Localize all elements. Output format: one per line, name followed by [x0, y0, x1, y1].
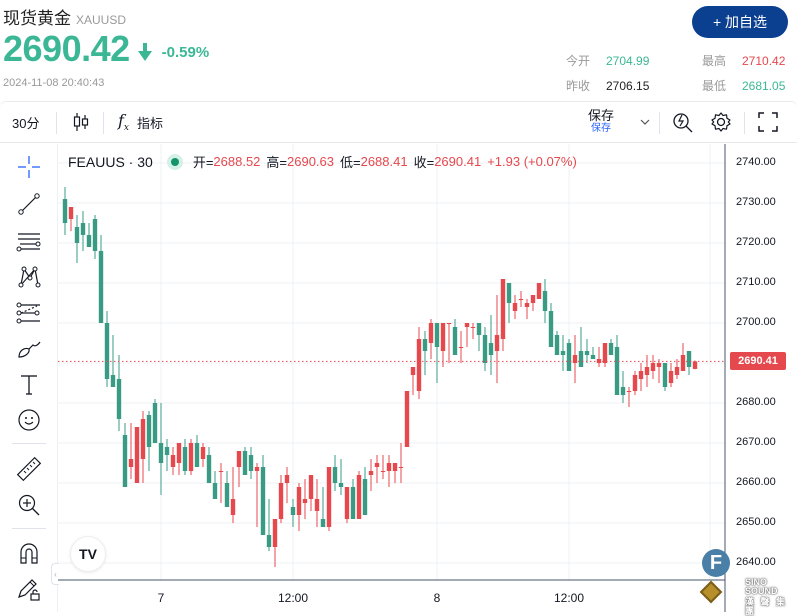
time-axis-label: 7: [157, 591, 165, 605]
toolbar-divider: [659, 112, 660, 134]
price-chart[interactable]: FEAUUS · 30 开= 2688.52 高= 2690.63 低= 2688.4…: [58, 144, 797, 616]
indicators-button[interactable]: fx 指标: [118, 102, 163, 142]
emoji-icon: [18, 409, 40, 431]
f-badge-logo: F: [702, 549, 730, 577]
save-button[interactable]: 保存 保存: [588, 108, 615, 134]
chart-toolbar: 30分 fx 指标 保存 保存: [0, 101, 797, 143]
toolbar-divider: [103, 112, 104, 134]
candlestick-chart[interactable]: [58, 144, 797, 612]
quick-search-icon: [673, 113, 693, 133]
stat-high: 最高 2710.42: [702, 54, 786, 68]
tradingview-logo[interactable]: TV: [70, 536, 106, 572]
fx-icon: fx: [118, 110, 129, 134]
fib-retracement-icon: [16, 302, 40, 324]
arrow-down-icon: [137, 43, 152, 61]
pattern-icon: [18, 266, 41, 288]
legend-open: 2688.52: [213, 154, 261, 169]
instrument-title: 现货黄金 XAUUSD: [3, 4, 126, 29]
price-axis-label: 2660.00: [736, 476, 776, 488]
magnet-tool[interactable]: [14, 538, 44, 568]
sino-sound-watermark: SINO SOUND 漢 聲 集 團: [745, 577, 788, 616]
stat-prev-close: 昨收 2706.15: [566, 79, 650, 93]
price-row: 2690.42 -0.59%: [3, 28, 209, 70]
ohlc-legend: FEAUUS · 30 开= 2688.52 高= 2690.63 低= 2688.4…: [68, 153, 577, 170]
zoom-in-icon: [18, 494, 40, 516]
sidebar-divider: [12, 443, 46, 444]
price-axis-label: 2680.00: [736, 396, 776, 408]
instrument-name: 现货黄金: [3, 9, 71, 28]
price-axis-label: 2730.00: [736, 196, 776, 208]
stat-low: 最低 2681.05: [702, 79, 786, 93]
text-icon: [21, 375, 37, 395]
price-axis-label: 2700.00: [736, 316, 776, 328]
brush-tool[interactable]: [14, 334, 44, 364]
drawing-tools-sidebar: [0, 144, 58, 612]
magnet-icon: [20, 543, 38, 564]
price-axis-label: 2710.00: [736, 276, 776, 288]
legend-low: 2688.41: [360, 154, 408, 169]
indicators-label: 指标: [137, 115, 164, 131]
lock-drawings-tool[interactable]: [14, 574, 44, 604]
add-to-watchlist-button[interactable]: + 加自选: [692, 6, 788, 38]
price-axis-label: 2740.00: [736, 156, 776, 168]
emoji-tool[interactable]: [14, 405, 44, 435]
ruler-icon: [16, 456, 42, 482]
legend-close: 2690.41: [434, 154, 482, 169]
last-price-tag: 2690.41: [730, 352, 786, 371]
time-axis-label: 8: [433, 591, 441, 605]
save-options-dropdown[interactable]: [640, 102, 650, 142]
legend-high: 2690.63: [287, 154, 334, 169]
toolbar-divider: [56, 112, 57, 134]
quick-search-button[interactable]: [672, 102, 694, 142]
chart-type-button[interactable]: [72, 102, 90, 142]
quote-timestamp: 2024-11-08 20:40:43: [3, 77, 105, 89]
price-axis-label: 2670.00: [736, 436, 776, 448]
legend-change: +1.93 (+0.07%): [487, 154, 577, 169]
crosshair-icon: [18, 156, 40, 178]
lock-drawings-icon: [18, 579, 40, 601]
gear-icon: [711, 112, 731, 132]
quote-header: 现货黄金 XAUUSD 2690.42 -0.59% 2024-11-08 20…: [0, 0, 797, 100]
time-axis-label: 12:00: [277, 591, 309, 605]
interval-selector[interactable]: 30分: [12, 115, 40, 131]
text-tool[interactable]: [14, 370, 44, 400]
horizontal-lines-icon: [16, 233, 41, 252]
market-status-dot: [166, 153, 183, 170]
instrument-code: XAUUSD: [76, 13, 127, 27]
toolbar-divider: [744, 112, 745, 134]
brush-icon: [18, 341, 41, 358]
horizontal-lines-tool[interactable]: [14, 226, 44, 256]
candlestick-icon: [73, 113, 89, 131]
change-percent: -0.59%: [161, 43, 210, 61]
measure-tool[interactable]: [14, 454, 44, 484]
pattern-tool[interactable]: [14, 262, 44, 292]
crosshair-tool[interactable]: [14, 152, 44, 182]
price-axis-label: 2640.00: [736, 556, 776, 568]
trend-line-icon: [18, 193, 40, 215]
sidebar-divider: [12, 528, 46, 529]
price-axis-label: 2650.00: [736, 516, 776, 528]
chevron-down-icon: [640, 119, 650, 125]
zoom-in-tool[interactable]: [14, 490, 44, 520]
last-price: 2690.42: [3, 28, 130, 69]
fib-retracement-tool[interactable]: [14, 298, 44, 328]
legend-symbol: FEAUUS · 30: [68, 153, 153, 170]
stat-open: 今开 2704.99: [566, 54, 650, 68]
price-axis-label: 2720.00: [736, 236, 776, 248]
collapse-sidebar-handle[interactable]: ‹: [51, 563, 59, 585]
fullscreen-icon: [758, 112, 778, 132]
trend-line-tool[interactable]: [14, 189, 44, 219]
time-axis-label: 12:00: [553, 591, 585, 605]
settings-button[interactable]: [710, 102, 732, 142]
fullscreen-button[interactable]: [758, 102, 778, 142]
